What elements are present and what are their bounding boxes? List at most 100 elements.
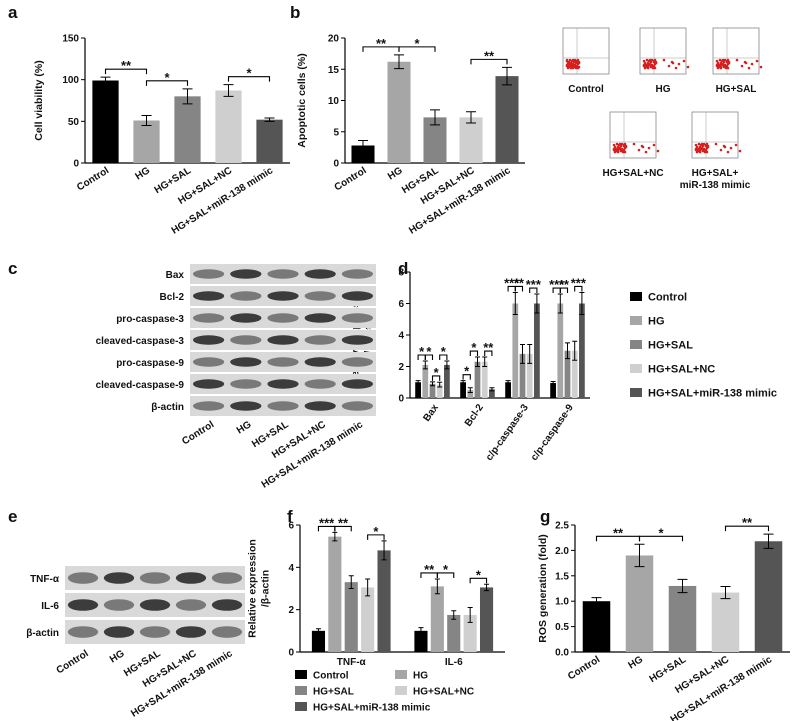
flow-dot [615, 142, 619, 146]
bar [92, 80, 119, 163]
significance-label: *** [526, 277, 542, 292]
significance-label: ** [424, 562, 435, 577]
significance-label: * [658, 525, 664, 540]
bar [564, 350, 571, 398]
significance-bracket [398, 46, 436, 52]
error-bar [527, 343, 533, 364]
flow-dot [622, 148, 626, 152]
error-bar [418, 627, 424, 635]
flow-dot [662, 58, 666, 62]
y-tick-label: 8 [398, 268, 404, 279]
flow-label: miR-138 mimic [680, 180, 751, 191]
flow-label: HG [656, 84, 671, 95]
flow-dot [696, 149, 700, 153]
flow-dot [719, 148, 723, 152]
significance-label: * [426, 344, 432, 359]
flow-dot [623, 142, 627, 146]
blot-band [103, 626, 135, 638]
legend-swatch [395, 686, 407, 695]
error-bar [489, 387, 495, 392]
flow-dot [649, 65, 653, 69]
blot-band [341, 291, 374, 301]
y-tick-label: 6 [288, 521, 294, 532]
bar [415, 382, 421, 398]
blot-row-label: cleaved-caspase-9 [96, 380, 185, 391]
flow-label: Control [568, 84, 604, 95]
bar [512, 303, 519, 398]
x-tick-label: Bcl-2 [463, 402, 486, 429]
flow-dot [645, 63, 649, 67]
blot-band [192, 291, 225, 301]
flow-dot [653, 58, 657, 62]
bar [557, 303, 564, 398]
y-tick-label: 15 [328, 65, 340, 76]
flow-dot [573, 63, 577, 67]
y-tick-label: 10 [328, 96, 340, 107]
flow-dot [567, 65, 571, 69]
bar [479, 587, 494, 652]
blot-band [341, 401, 374, 411]
y-tick-label: 1.0 [555, 597, 569, 608]
significance-bracket [334, 525, 352, 532]
blot-band [192, 357, 225, 367]
blot-band [139, 572, 171, 584]
significance-label: * [443, 562, 449, 577]
y-tick-label: 2.0 [555, 546, 569, 557]
flow-dot [570, 64, 574, 68]
flow-dot [750, 62, 754, 66]
significance-bracket [439, 354, 448, 360]
bar [387, 61, 411, 163]
flow-dot [722, 65, 726, 69]
flow-dot [722, 144, 726, 148]
legend-label: HG+SAL+NC [648, 364, 715, 376]
blot-band [139, 626, 171, 638]
significance-bracket [470, 58, 508, 65]
error-bar [358, 140, 368, 151]
blot-row-label: pro-caspase-9 [116, 358, 184, 369]
x-tick-label: c/p-caspase-9 [529, 402, 576, 463]
bar [571, 350, 578, 398]
y-tick-label: 0.0 [555, 648, 569, 659]
flow-label: HG+SAL [716, 84, 757, 95]
bar [481, 361, 488, 398]
flow-dot [644, 65, 648, 69]
blot-band [211, 599, 243, 611]
significance-label: * [246, 66, 252, 81]
flow-dot [701, 149, 705, 153]
flow-dot [612, 143, 616, 147]
blot-band [267, 357, 299, 367]
significance-label: ** [376, 36, 387, 51]
significance-bracket [638, 535, 684, 542]
flow-dot [702, 142, 706, 146]
bar [495, 76, 519, 163]
flow-dot [640, 144, 644, 148]
error-bar [467, 607, 473, 623]
error-bar [223, 84, 234, 97]
bar [460, 382, 466, 398]
x-tick-label: TNF-α [337, 657, 367, 668]
significance-bracket [574, 285, 583, 292]
significance-label: ** [514, 275, 525, 290]
bar [447, 614, 461, 652]
error-bar [534, 293, 540, 314]
flow-dot [568, 63, 572, 67]
y-tick-label: 0.5 [555, 622, 569, 633]
error-bar [565, 342, 570, 360]
flow-dot [700, 142, 704, 146]
blot-row-label: pro-caspase-3 [116, 314, 184, 325]
legend-swatch [295, 702, 307, 711]
flow-dot [726, 58, 730, 62]
flow-dot [574, 66, 578, 70]
blot-band [175, 626, 207, 638]
blot-band [230, 291, 262, 301]
flow-dot [734, 143, 738, 147]
legend-label: Control [313, 671, 349, 682]
blot-band [341, 379, 374, 389]
flow-dot [723, 63, 727, 67]
bar [459, 117, 483, 163]
flow-dot [644, 150, 648, 154]
y-tick-label: 0 [73, 159, 79, 170]
bar [436, 384, 443, 398]
blot-band [267, 401, 299, 411]
significance-bracket [469, 350, 479, 357]
